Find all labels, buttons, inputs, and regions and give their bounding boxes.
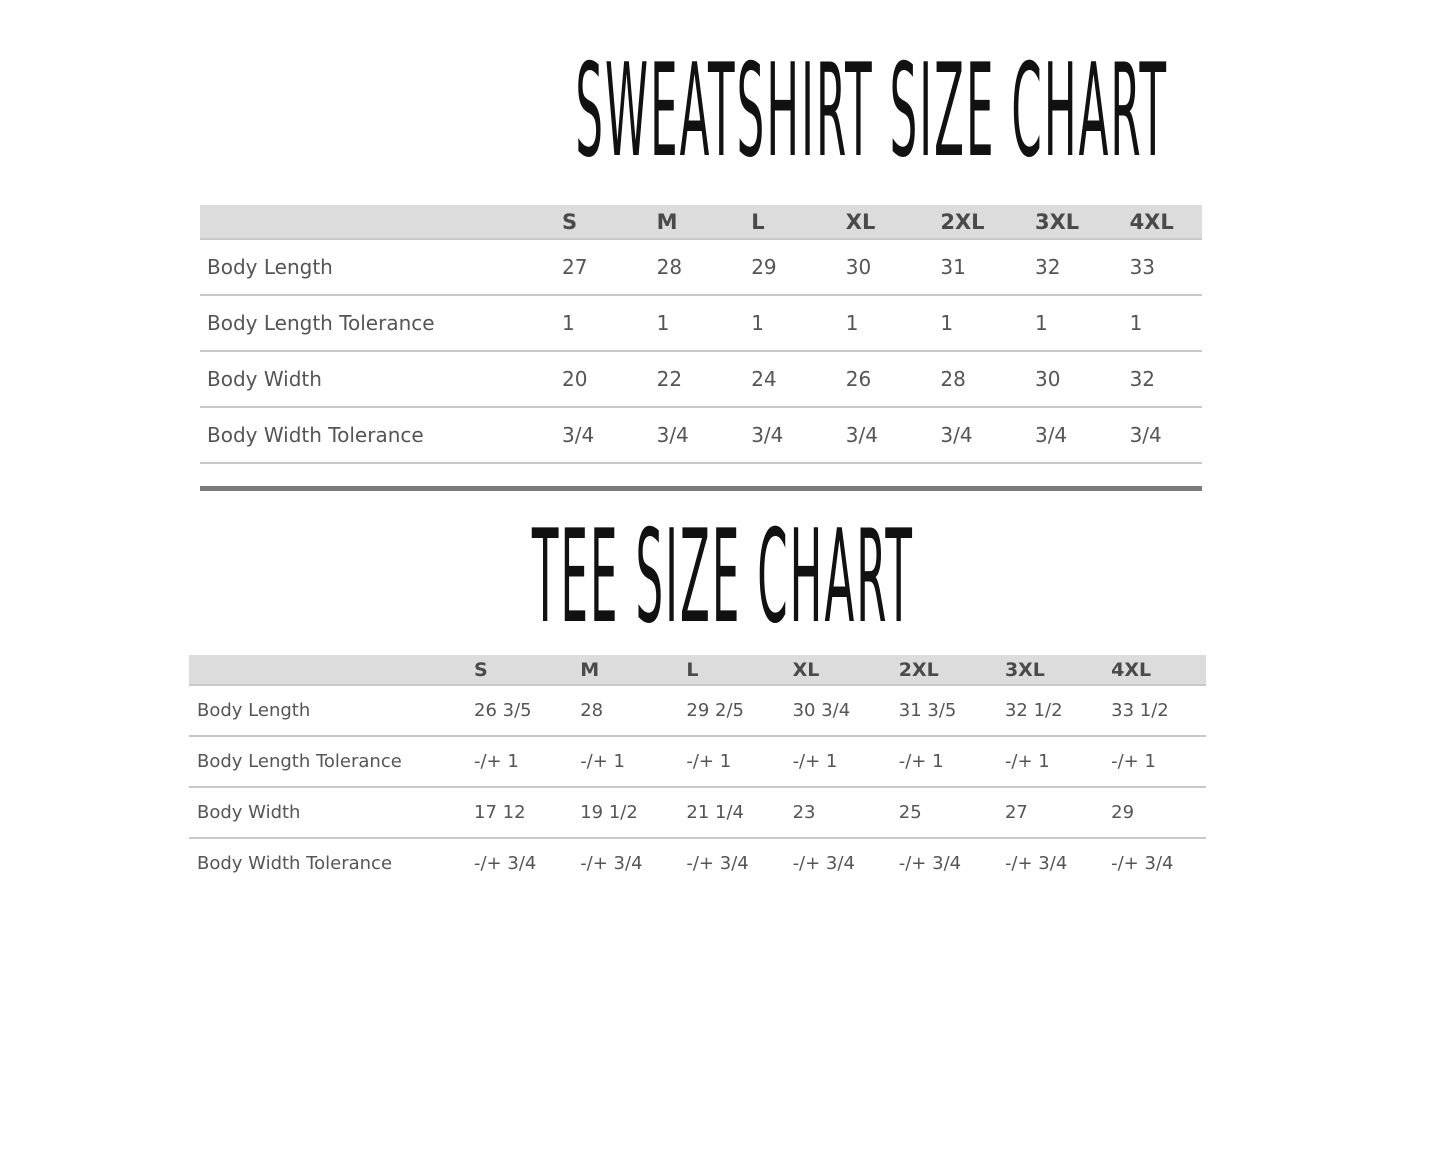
row-label: Body Width Tolerance bbox=[207, 423, 424, 447]
row-label: Body Width bbox=[207, 367, 322, 391]
cell-value: 26 bbox=[845, 367, 872, 391]
cell-value: -/+ 1 bbox=[1111, 751, 1156, 772]
table-row: Body Length Tolerance -/+ 1 -/+ 1 -/+ 1 -/+ … bbox=[189, 737, 1206, 788]
cell-value: 27 bbox=[1004, 802, 1028, 823]
sweatshirt-title: SWEATSHIRT SIZE CHART bbox=[0, 48, 1445, 176]
row-label: Body Width Tolerance bbox=[197, 853, 393, 874]
size-header: S bbox=[474, 658, 488, 681]
cell-value: 30 3/4 bbox=[792, 700, 851, 721]
table-row: Body Width 17 12 19 1/2 21 1/4 23 25 27 29 bbox=[189, 788, 1206, 839]
cell-value: 31 3/5 bbox=[898, 700, 957, 721]
sweatshirt-title-text: SWEATSHIRT SIZE CHART bbox=[575, 37, 1169, 186]
size-header: 2XL bbox=[940, 209, 985, 234]
tee-title: TEE SIZE CHART bbox=[0, 514, 1445, 642]
size-header: M bbox=[656, 209, 678, 234]
cell-value: 29 bbox=[1111, 802, 1135, 823]
cell-value: 3/4 bbox=[940, 423, 973, 447]
cell-value: 1 bbox=[751, 311, 764, 335]
cell-value: -/+ 1 bbox=[580, 751, 626, 772]
row-label: Body Length bbox=[207, 255, 333, 279]
header-row: S M L XL 2XL 3XL 4XL bbox=[189, 655, 1206, 686]
cell-value: -/+ 3/4 bbox=[580, 853, 643, 874]
cell-value: -/+ 3/4 bbox=[686, 853, 749, 874]
divider-bar bbox=[200, 486, 1202, 491]
cell-value: 3/4 bbox=[656, 423, 689, 447]
cell-value: 3/4 bbox=[845, 423, 878, 447]
cell-value: -/+ 1 bbox=[898, 751, 944, 772]
size-header: XL bbox=[792, 658, 820, 681]
table-row: Body Length 27 28 29 30 31 32 33 bbox=[200, 240, 1202, 296]
cell-value: 3/4 bbox=[1129, 423, 1162, 447]
cell-value: 1 bbox=[656, 311, 670, 335]
size-header: 4XL bbox=[1111, 658, 1152, 681]
cell-value: 26 3/5 bbox=[474, 700, 532, 721]
cell-value: 28 bbox=[656, 255, 683, 279]
cell-value: -/+ 1 bbox=[1004, 751, 1050, 772]
size-header: L bbox=[686, 658, 699, 681]
cell-value: 24 bbox=[751, 367, 777, 391]
cell-value: 23 bbox=[792, 802, 816, 823]
sweatshirt-size-table: S M L XL 2XL 3XL 4XL Body Length 27 28 29 30 31 32 33 B… bbox=[200, 205, 1202, 464]
size-header: XL bbox=[845, 209, 876, 234]
size-header: 3XL bbox=[1004, 658, 1045, 681]
cell-value: 3/4 bbox=[751, 423, 784, 447]
row-label: Body Length bbox=[197, 700, 311, 721]
table-row: Body Length 26 3/5 28 29 2/5 30 3/4 31 3/5 32 … bbox=[189, 686, 1206, 737]
cell-value: 29 2/5 bbox=[686, 700, 744, 721]
cell-value: 1 bbox=[845, 311, 859, 335]
cell-value: 1 bbox=[1034, 311, 1048, 335]
cell-value: 22 bbox=[656, 367, 683, 391]
header-row: S M L XL 2XL 3XL 4XL bbox=[200, 205, 1202, 240]
cell-value: 27 bbox=[562, 255, 588, 279]
cell-value: 28 bbox=[580, 700, 604, 721]
cell-value: -/+ 3/4 bbox=[1004, 853, 1068, 874]
size-header: L bbox=[751, 209, 765, 234]
cell-value: 20 bbox=[562, 367, 588, 391]
cell-value: 3/4 bbox=[562, 423, 595, 447]
cell-value: 21 1/4 bbox=[686, 802, 744, 823]
table-row: Body Width Tolerance 3/4 3/4 3/4 3/4 3/4 3/4 3/… bbox=[200, 408, 1202, 464]
cell-value: -/+ 1 bbox=[474, 751, 519, 772]
cell-value: 33 bbox=[1129, 255, 1156, 279]
tee-size-table: S M L XL 2XL 3XL 4XL Body Length 26 3/5 28 29 2/5 3… bbox=[189, 655, 1206, 888]
cell-value: -/+ 1 bbox=[792, 751, 838, 772]
cell-value: 32 bbox=[1034, 255, 1061, 279]
cell-value: 1 bbox=[562, 311, 575, 335]
table-row: Body Length Tolerance 1 1 1 1 1 1 1 bbox=[200, 296, 1202, 352]
cell-value: 33 1/2 bbox=[1111, 700, 1169, 721]
cell-value: -/+ 3/4 bbox=[792, 853, 855, 874]
cell-value: 29 bbox=[751, 255, 777, 279]
cell-value: 30 bbox=[1034, 367, 1061, 391]
table-row: Body Width 20 22 24 26 28 30 32 bbox=[200, 352, 1202, 408]
cell-value: 32 bbox=[1129, 367, 1156, 391]
cell-value: 28 bbox=[940, 367, 966, 391]
cell-value: 25 bbox=[898, 802, 922, 823]
cell-value: 1 bbox=[940, 311, 954, 335]
cell-value: 30 bbox=[845, 255, 872, 279]
size-header: 2XL bbox=[898, 658, 939, 681]
cell-value: 1 bbox=[1129, 311, 1143, 335]
cell-value: 19 1/2 bbox=[580, 802, 638, 823]
size-header: 4XL bbox=[1129, 209, 1174, 234]
cell-value: -/+ 3/4 bbox=[1111, 853, 1174, 874]
tee-title-text: TEE SIZE CHART bbox=[531, 503, 914, 652]
cell-value: 31 bbox=[940, 255, 966, 279]
cell-value: -/+ 3/4 bbox=[898, 853, 962, 874]
table-row: Body Width Tolerance -/+ 3/4 -/+ 3/4 -/+ 3/… bbox=[189, 839, 1206, 888]
cell-value: -/+ 1 bbox=[686, 751, 732, 772]
size-header: S bbox=[562, 209, 578, 234]
cell-value: 32 1/2 bbox=[1004, 700, 1063, 721]
row-label: Body Length Tolerance bbox=[197, 751, 402, 772]
cell-value: -/+ 3/4 bbox=[474, 853, 537, 874]
cell-value: 3/4 bbox=[1034, 423, 1068, 447]
row-label: Body Width bbox=[197, 802, 301, 823]
size-header: M bbox=[580, 658, 600, 681]
row-label: Body Length Tolerance bbox=[207, 311, 435, 335]
size-header: 3XL bbox=[1034, 209, 1080, 234]
cell-value: 17 12 bbox=[474, 802, 526, 823]
